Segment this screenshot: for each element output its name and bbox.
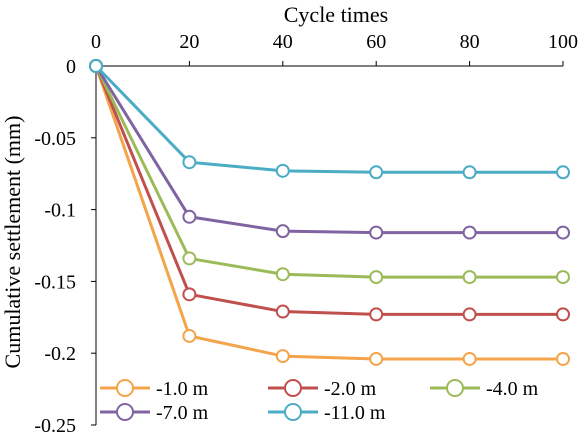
series-1-point bbox=[275, 349, 290, 364]
series-3-point bbox=[556, 270, 570, 285]
x-tick-label: 40 bbox=[273, 31, 293, 53]
legend-label: -2.0 m bbox=[324, 378, 377, 400]
legend-marker bbox=[116, 403, 134, 421]
series-3-point bbox=[369, 270, 384, 285]
series-5-point bbox=[182, 155, 197, 170]
series-line-3 bbox=[94, 65, 563, 279]
series-4-point bbox=[369, 225, 384, 240]
series-1-point bbox=[462, 351, 477, 366]
series-5-point bbox=[275, 163, 290, 178]
y-tick-label: 0 bbox=[66, 56, 76, 78]
series-3-point bbox=[182, 251, 197, 266]
series-4-point bbox=[462, 225, 477, 240]
y-tick-label: -0.05 bbox=[34, 128, 76, 150]
axes-layer: 0 20 40 60 80 100 0 -0.05 -0.1 -0.15 -0.2 -0.25 bbox=[34, 31, 578, 437]
series-line-5 bbox=[94, 64, 563, 174]
series-2-point bbox=[182, 287, 197, 302]
legend: -1.0 m -2.0 m -4.0 m -7.0 m -11.0 m bbox=[100, 378, 539, 424]
series-5-point bbox=[369, 165, 384, 180]
series-2-point bbox=[556, 307, 570, 322]
x-tick-label: 80 bbox=[460, 31, 480, 53]
x-tick-label: 0 bbox=[91, 31, 101, 53]
y-tick-label: -0.2 bbox=[44, 343, 76, 365]
x-tick-label: 100 bbox=[548, 31, 578, 53]
legend-marker bbox=[446, 379, 464, 397]
legend-label: -4.0 m bbox=[486, 378, 539, 400]
series-5-point bbox=[556, 165, 570, 180]
legend-label: -11.0 m bbox=[324, 402, 386, 424]
legend-label: -1.0 m bbox=[156, 378, 209, 400]
series-5-point bbox=[462, 165, 477, 180]
series-4-point bbox=[182, 209, 197, 224]
series-2-point bbox=[462, 307, 477, 322]
x-tick-label: 60 bbox=[366, 31, 386, 53]
legend-label: -7.0 m bbox=[156, 402, 209, 424]
series-3-point bbox=[462, 270, 477, 285]
series-layer bbox=[89, 59, 570, 366]
series-4-point bbox=[275, 224, 290, 239]
legend-marker bbox=[116, 379, 134, 397]
series-1-point bbox=[556, 351, 570, 366]
x-tick-label: 20 bbox=[179, 31, 199, 53]
x-axis-title: Cycle times bbox=[284, 2, 388, 27]
series-line-2 bbox=[94, 65, 563, 316]
y-tick-label: -0.1 bbox=[44, 200, 76, 222]
series-2-point bbox=[369, 307, 384, 322]
series-5-point bbox=[89, 59, 103, 73]
series-2-point bbox=[275, 304, 290, 319]
y-axis-title: Cumulative settlement (mm) bbox=[0, 116, 25, 369]
y-tick-label: -0.25 bbox=[34, 415, 76, 437]
series-line-4 bbox=[94, 65, 563, 235]
series-line-1 bbox=[94, 65, 563, 361]
legend-marker bbox=[284, 379, 302, 397]
series-1-point bbox=[182, 328, 197, 343]
series-1-point bbox=[369, 351, 384, 366]
legend-marker bbox=[284, 403, 302, 421]
series-4-point bbox=[556, 225, 570, 240]
series-3-point bbox=[275, 267, 290, 282]
y-tick-label: -0.15 bbox=[34, 271, 76, 293]
